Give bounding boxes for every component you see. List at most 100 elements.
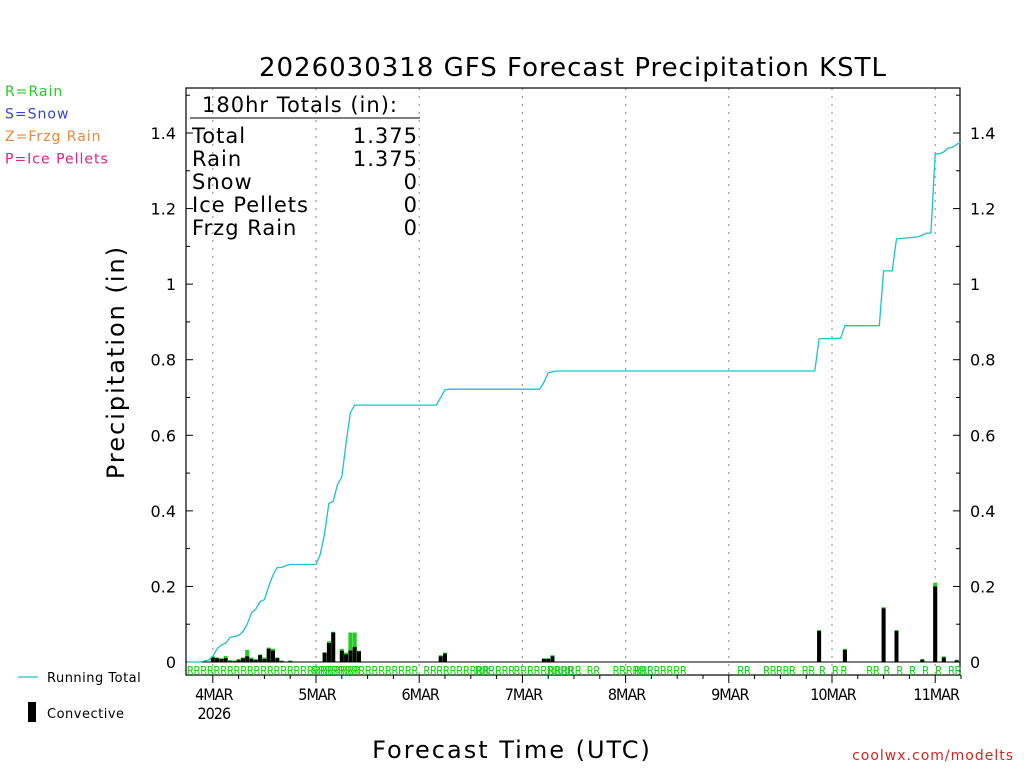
y-tick-label-left-7: 1.4 xyxy=(151,124,176,143)
totals-box: 180hr Totals (in): Total 1.375 Rain 1.375 Sn… xyxy=(190,93,420,240)
type-legend-item-2: Z=Frzg Rain xyxy=(5,129,102,145)
y-tick-label-right-7: 1.4 xyxy=(970,124,995,143)
convective-bar-6 xyxy=(236,660,241,662)
y-axis-left: 0 0.2 0.4 0.6 0.8 1 1.2 1.4 xyxy=(151,94,193,672)
convective-bar-25 xyxy=(357,651,361,662)
totals-row-value-0: 1.375 xyxy=(353,124,418,148)
running-total-legend-label: Running Total xyxy=(47,671,141,686)
convective-bar-24 xyxy=(352,646,357,662)
x-axis: 4MAR 5MAR 6MAR 7MAR 8MAR 9MAR 10MAR 11MAR 2026 xyxy=(195,675,962,723)
y-axis-right: 0 0.2 0.4 0.6 0.8 1 1.2 1.4 xyxy=(953,94,995,672)
type-label-3: RRRRRRRR xyxy=(436,664,490,678)
precip-type-legend: R=Rain S=Snow Z=Frzg Rain P=Ice Pellets xyxy=(5,84,109,168)
convective-bar-26 xyxy=(438,656,443,662)
type-label-15: R xyxy=(789,664,796,678)
convective-bar-14 xyxy=(271,650,275,662)
convective-bar-8 xyxy=(245,656,250,662)
precip-bar-23 xyxy=(348,632,353,662)
convective-bar-33 xyxy=(881,608,886,662)
y-tick-label-right-5: 1 xyxy=(970,275,980,294)
convective-bar-2 xyxy=(219,658,224,662)
convective-bar-12 xyxy=(262,658,267,662)
y-tick-label-right-1: 0.2 xyxy=(970,577,995,596)
type-label-12: RR xyxy=(737,664,751,678)
type-label-0: RRRRRRRRRRRRRRRRRRRRRRRRRR xyxy=(187,664,361,678)
type-label-row: RRRRRRRRRRRRRRRRRRRRRRRRRRRRRRRRRRRRRRRR… xyxy=(187,664,962,678)
type-label-7: RR xyxy=(587,664,601,678)
y-tick-label-left-3: 0.6 xyxy=(151,426,176,445)
y-tick-label-left-1: 0.2 xyxy=(151,577,176,596)
x-year-label: 2026 xyxy=(197,704,230,723)
convective-bar-13 xyxy=(266,648,271,662)
totals-row-value-2: 0 xyxy=(404,170,418,194)
convective-bar-27 xyxy=(443,653,447,662)
totals-row-value-4: 0 xyxy=(404,216,418,240)
type-label-6: RRRRR xyxy=(548,664,582,678)
convective-bar-18 xyxy=(322,652,327,662)
convective-bar-34 xyxy=(894,631,899,662)
type-label-10: RR xyxy=(647,664,661,678)
convective-legend-swatch xyxy=(28,702,36,722)
type-label-20: RR xyxy=(866,664,880,678)
x-axis-label: Forecast Time (UTC) xyxy=(372,736,652,764)
totals-row-label-4: Frzg Rain xyxy=(192,216,297,240)
x-tick-label-2: 6MAR xyxy=(401,685,439,704)
type-label-18: R xyxy=(832,664,839,678)
totals-row-label-1: Rain xyxy=(192,147,242,171)
type-legend-item-3: P=Ice Pellets xyxy=(5,152,109,168)
y-tick-label-left-0: 0 xyxy=(166,653,176,672)
type-label-25: R xyxy=(935,664,942,678)
bars-layer xyxy=(210,582,959,662)
convective-bar-35 xyxy=(920,659,925,662)
convective-bar-20 xyxy=(331,632,336,662)
grid-layer xyxy=(186,88,960,675)
totals-header: 180hr Totals (in): xyxy=(202,93,398,117)
chart-title: 2026030318 GFS Forecast Precipitation KS… xyxy=(259,53,887,83)
y-tick-label-right-0: 0 xyxy=(970,653,980,672)
type-label-8: RRRRR xyxy=(613,664,647,678)
convective-bar-19 xyxy=(326,643,331,662)
y-tick-label-left-2: 0.4 xyxy=(151,502,176,521)
x-tick-label-4: 8MAR xyxy=(608,685,646,704)
y-axis-label: Precipitation (in) xyxy=(102,245,130,479)
convective-bar-15 xyxy=(275,658,280,662)
convective-legend-label: Convective xyxy=(47,707,125,722)
type-label-23: R xyxy=(909,664,916,678)
type-label-22: R xyxy=(897,664,904,678)
convective-bar-7 xyxy=(240,658,245,662)
x-tick-label-0: 4MAR xyxy=(195,685,233,704)
totals-rows: Total 1.375 Rain 1.375 Snow 0 Ice Pellets 0 Frzg… xyxy=(191,124,418,240)
totals-row-value-3: 0 xyxy=(404,193,418,217)
x-tick-label-6: 10MAR xyxy=(810,685,857,704)
convective-bar-21 xyxy=(339,650,344,662)
type-label-4: RRRRRR xyxy=(475,664,516,678)
x-tick-label-5: 9MAR xyxy=(711,685,749,704)
type-label-26: RR xyxy=(948,664,962,678)
totals-row-label-3: Ice Pellets xyxy=(192,193,309,217)
y-tick-label-left-4: 0.8 xyxy=(151,351,176,370)
y-tick-label-left-5: 1 xyxy=(166,275,176,294)
type-label-16: RR xyxy=(802,664,816,678)
totals-row-label-2: Snow xyxy=(192,170,253,194)
x-tick-label-1: 5MAR xyxy=(298,685,336,704)
type-label-2: RR xyxy=(424,664,438,678)
precip-bar-8 xyxy=(245,649,250,662)
totals-row-label-0: Total xyxy=(191,124,246,148)
type-label-17: R xyxy=(819,664,826,678)
type-legend-item-0: R=Rain xyxy=(5,84,63,100)
type-label-13: RR xyxy=(763,664,777,678)
type-label-21: R xyxy=(884,664,891,678)
convective-bar-31 xyxy=(817,631,822,662)
convective-bar-0 xyxy=(210,657,215,662)
series-legend: Running Total Convective xyxy=(18,671,141,722)
convective-bar-17 xyxy=(288,661,293,662)
type-label-24: R xyxy=(922,664,929,678)
type-label-14: RR xyxy=(776,664,790,678)
convective-bar-5 xyxy=(232,661,237,662)
type-label-1: RRRRRRRRRRRRRRRR xyxy=(312,664,419,678)
running-total-line xyxy=(187,141,962,663)
type-label-11: RRRR xyxy=(660,664,687,678)
convective-bar-1 xyxy=(215,658,220,662)
convective-bar-28 xyxy=(541,658,546,662)
